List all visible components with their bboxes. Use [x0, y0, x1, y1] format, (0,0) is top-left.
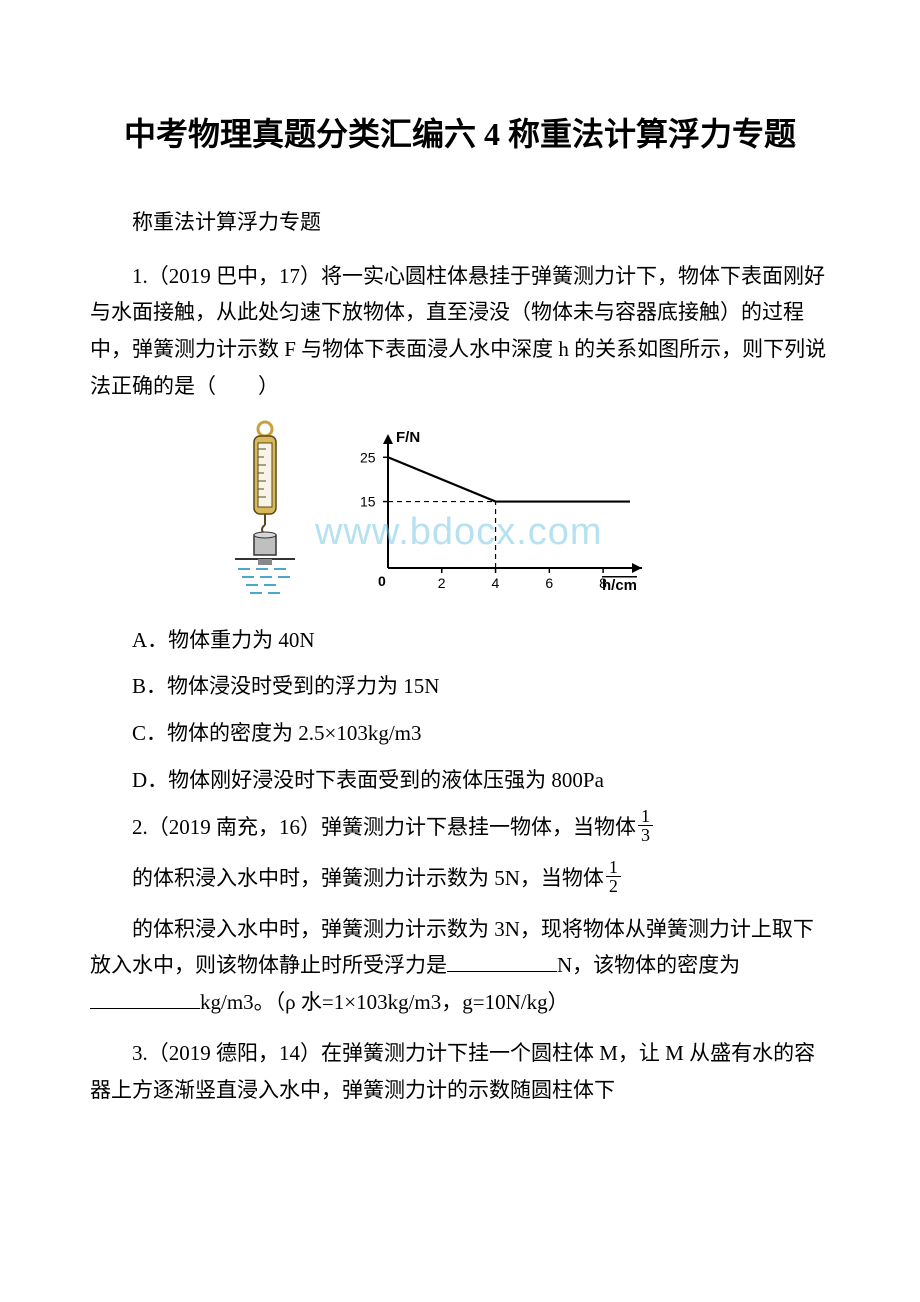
q2-part1-text: 2.（2019 南充，16）弹簧测力计下悬挂一物体，当物体	[90, 809, 636, 846]
q1-figure: 024681525F/Nh/cm www.bdocx.com	[220, 419, 830, 604]
q2-part2-text: 的体积浸入水中时，弹簧测力计示数为 5N，当物体	[90, 860, 604, 897]
svg-text:F/N: F/N	[396, 429, 420, 446]
svg-text:6: 6	[545, 575, 553, 591]
q2-blank2	[90, 986, 200, 1009]
q1-option-c: C．物体的密度为 2.5×103kg/m3	[90, 715, 830, 752]
q2-frac1-num: 1	[638, 807, 653, 826]
svg-text:15: 15	[360, 494, 376, 510]
q1-option-d: D．物体刚好浸没时下表面受到的液体压强为 800Pa	[90, 762, 830, 799]
q2-frac2: 1 2	[606, 858, 621, 895]
q1-option-a: A．物体重力为 40N	[90, 622, 830, 659]
q1-stem: 1.（2019 巴中，17）将一实心圆柱体悬挂于弹簧测力计下，物体下表面刚好与水…	[90, 258, 830, 405]
page-title: 中考物理真题分类汇编六 4 称重法计算浮力专题	[90, 110, 830, 158]
q1-option-b: B．物体浸没时受到的浮力为 15N	[90, 668, 830, 705]
q2-part3c: kg/m3。（ρ 水=1×103kg/m3，g=10N/kg）	[200, 990, 569, 1014]
q2-frac2-den: 2	[606, 877, 621, 895]
q2-frac1-den: 3	[638, 826, 653, 844]
spring-scale-diagram	[220, 419, 310, 604]
q3-stem: 3.（2019 德阳，14）在弹簧测力计下挂一个圆柱体 M，让 M 从盛有水的容…	[90, 1035, 830, 1109]
q2-part3b: N，该物体的密度为	[557, 953, 740, 977]
svg-text:h/cm: h/cm	[602, 577, 637, 594]
q2-line1: 2.（2019 南充，16）弹簧测力计下悬挂一物体，当物体 1 3	[90, 809, 830, 846]
section-label: 称重法计算浮力专题	[90, 206, 830, 240]
q2-frac2-num: 1	[606, 858, 621, 877]
svg-text:0: 0	[378, 573, 386, 589]
svg-text:4: 4	[492, 575, 500, 591]
svg-text:25: 25	[360, 449, 376, 465]
q2-blank1	[447, 949, 557, 972]
q2-line2: 的体积浸入水中时，弹簧测力计示数为 5N，当物体 1 2	[90, 860, 830, 897]
q2-frac1: 1 3	[638, 807, 653, 844]
q1-chart: 024681525F/Nh/cm	[340, 426, 650, 596]
q2-line3: 的体积浸入水中时，弹簧测力计示数为 3N，现将物体从弹簧测力计上取下放入水中，则…	[90, 911, 830, 1021]
svg-text:2: 2	[438, 575, 446, 591]
